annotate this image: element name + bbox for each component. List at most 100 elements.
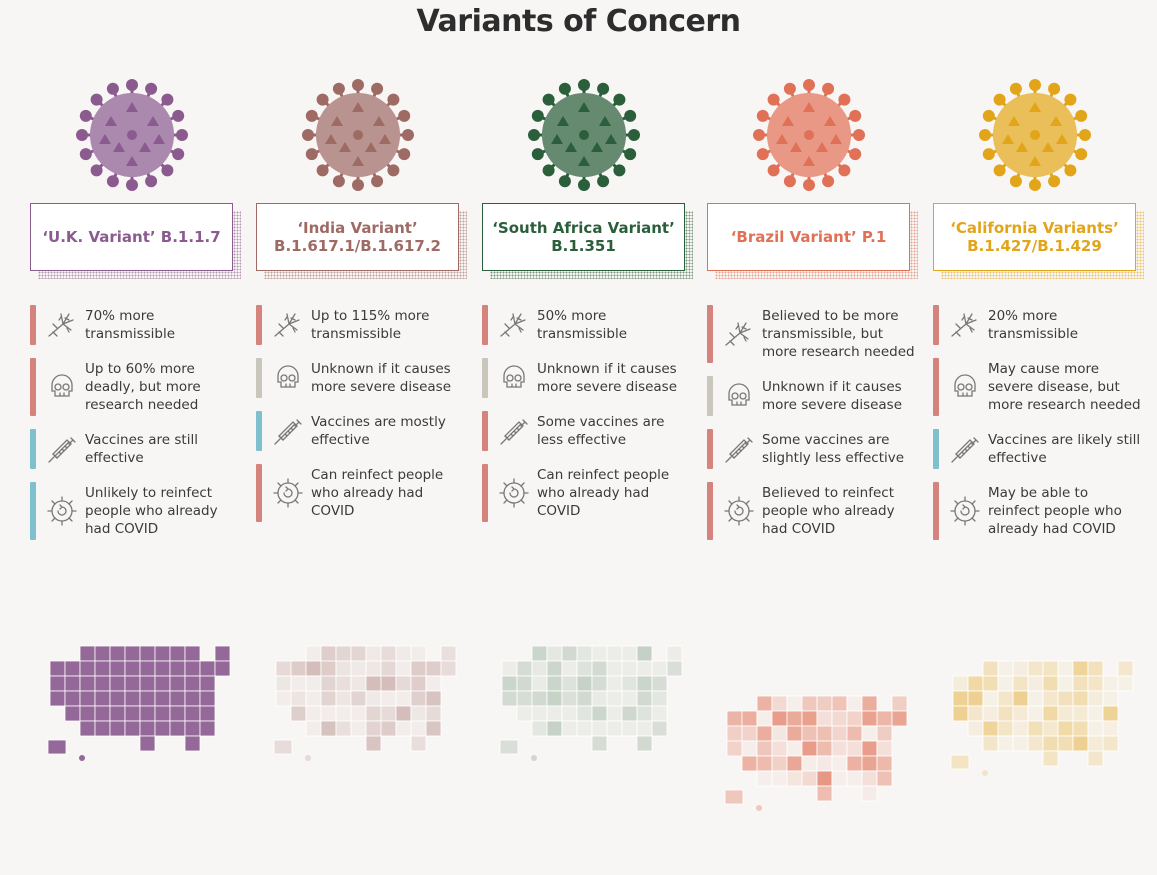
fact-item: 50% more transmissible bbox=[482, 305, 692, 345]
syringe-icon bbox=[946, 430, 984, 468]
fact-text: Up to 115% more transmissible bbox=[311, 308, 430, 342]
fact-item: Vaccines are likely still effective bbox=[933, 429, 1143, 469]
fact-item: Up to 60% more deadly, but more research… bbox=[30, 358, 240, 416]
fact-text: Unknown if it causes more severe disease bbox=[762, 379, 903, 413]
status-bar bbox=[707, 376, 713, 416]
skull-icon bbox=[946, 368, 984, 406]
variant-column: ‘California Variants’ B.1.427/B.1.429 20%… bbox=[933, 0, 1144, 875]
fact-list: Up to 115% more transmissible Unknown if … bbox=[256, 305, 466, 535]
syringe-icon bbox=[43, 430, 81, 468]
fact-item: Can reinfect people who already had COVI… bbox=[256, 464, 466, 522]
status-bar bbox=[707, 305, 713, 363]
syringe-icon bbox=[495, 412, 533, 450]
fact-item: Unlikely to reinfect people who already … bbox=[30, 482, 240, 540]
skull-icon bbox=[720, 377, 758, 415]
status-bar bbox=[256, 305, 262, 345]
variant-name: ‘Brazil Variant’ P.1 bbox=[707, 203, 910, 271]
fact-item: Vaccines are still effective bbox=[30, 429, 240, 469]
status-bar bbox=[933, 482, 939, 540]
transmission-icon bbox=[495, 306, 533, 344]
fact-text: Vaccines are still effective bbox=[85, 432, 198, 466]
syringe-icon bbox=[269, 412, 307, 450]
transmission-icon bbox=[43, 306, 81, 344]
fact-text: Can reinfect people who already had COVI… bbox=[537, 467, 670, 519]
syringe-icon bbox=[720, 430, 758, 468]
status-bar bbox=[30, 482, 36, 540]
fact-item: Unknown if it causes more severe disease bbox=[256, 358, 466, 398]
status-bar bbox=[482, 464, 488, 522]
status-bar bbox=[30, 429, 36, 469]
fact-list: Believed to be more transmissible, but m… bbox=[707, 305, 917, 553]
fact-text: Vaccines are likely still effective bbox=[988, 432, 1141, 466]
variant-column: ‘India Variant’ B.1.617.1/B.1.617.2 Up to… bbox=[256, 0, 467, 875]
variant-column: ‘U.K. Variant’ B.1.1.7 70% more transmiss… bbox=[30, 0, 241, 875]
fact-item: Vaccines are mostly effective bbox=[256, 411, 466, 451]
fact-text: 50% more transmissible bbox=[537, 308, 628, 342]
variant-name: ‘California Variants’ B.1.427/B.1.429 bbox=[933, 203, 1136, 271]
fact-item: Believed to be more transmissible, but m… bbox=[707, 305, 917, 363]
us-map bbox=[945, 655, 1141, 785]
status-bar bbox=[482, 305, 488, 345]
status-bar bbox=[707, 482, 713, 540]
fact-text: 20% more transmissible bbox=[988, 308, 1079, 342]
fact-text: Vaccines are mostly effective bbox=[311, 414, 446, 448]
fact-text: Believed to be more transmissible, but m… bbox=[762, 308, 915, 360]
fact-text: Unknown if it causes more severe disease bbox=[311, 361, 452, 395]
virus-icon bbox=[978, 78, 1092, 192]
fact-text: May be able to reinfect people who alrea… bbox=[988, 485, 1122, 537]
status-bar bbox=[256, 411, 262, 451]
status-bar bbox=[30, 305, 36, 345]
fact-item: Up to 115% more transmissible bbox=[256, 305, 466, 345]
fact-text: 70% more transmissible bbox=[85, 308, 176, 342]
status-bar bbox=[482, 358, 488, 398]
fact-item: Believed to reinfect people who already … bbox=[707, 482, 917, 540]
status-bar bbox=[707, 429, 713, 469]
reinfection-icon bbox=[43, 492, 81, 530]
fact-list: 70% more transmissible Up to 60% more dea… bbox=[30, 305, 240, 553]
skull-icon bbox=[43, 368, 81, 406]
fact-item: Unknown if it causes more severe disease bbox=[482, 358, 692, 398]
fact-item: May be able to reinfect people who alrea… bbox=[933, 482, 1143, 540]
reinfection-icon bbox=[269, 474, 307, 512]
virus-icon bbox=[301, 78, 415, 192]
fact-text: Some vaccines are less effective bbox=[537, 414, 665, 448]
variant-name: ‘India Variant’ B.1.617.1/B.1.617.2 bbox=[256, 203, 459, 271]
fact-item: Some vaccines are slightly less effectiv… bbox=[707, 429, 917, 469]
skull-icon bbox=[495, 359, 533, 397]
us-map bbox=[494, 640, 690, 770]
fact-item: Unknown if it causes more severe disease bbox=[707, 376, 917, 416]
fact-text: Up to 60% more deadly, but more research… bbox=[85, 361, 201, 413]
fact-list: 50% more transmissible Unknown if it caus… bbox=[482, 305, 692, 535]
us-map bbox=[268, 640, 464, 770]
status-bar bbox=[256, 358, 262, 398]
status-bar bbox=[933, 305, 939, 345]
page-title: Variants of Concern bbox=[416, 4, 741, 39]
fact-text: Unknown if it causes more severe disease bbox=[537, 361, 678, 395]
fact-text: Unlikely to reinfect people who already … bbox=[85, 485, 218, 537]
virus-icon bbox=[75, 78, 189, 192]
transmission-icon bbox=[720, 315, 758, 353]
us-map bbox=[42, 640, 238, 770]
fact-list: 20% more transmissible May cause more sev… bbox=[933, 305, 1143, 553]
transmission-icon bbox=[269, 306, 307, 344]
status-bar bbox=[30, 358, 36, 416]
variant-name: ‘U.K. Variant’ B.1.1.7 bbox=[30, 203, 233, 271]
reinfection-icon bbox=[946, 492, 984, 530]
variant-column: ‘Brazil Variant’ P.1 Believed to be more … bbox=[707, 0, 918, 875]
variant-column: ‘South Africa Variant’ B.1.351 50% more t… bbox=[482, 0, 693, 875]
transmission-icon bbox=[946, 306, 984, 344]
fact-item: Some vaccines are less effective bbox=[482, 411, 692, 451]
reinfection-icon bbox=[495, 474, 533, 512]
fact-item: 20% more transmissible bbox=[933, 305, 1143, 345]
status-bar bbox=[256, 464, 262, 522]
skull-icon bbox=[269, 359, 307, 397]
variant-name: ‘South Africa Variant’ B.1.351 bbox=[482, 203, 685, 271]
fact-text: Some vaccines are slightly less effectiv… bbox=[762, 432, 905, 466]
status-bar bbox=[933, 358, 939, 416]
fact-text: Can reinfect people who already had COVI… bbox=[311, 467, 444, 519]
status-bar bbox=[933, 429, 939, 469]
fact-text: Believed to reinfect people who already … bbox=[762, 485, 895, 537]
reinfection-icon bbox=[720, 492, 758, 530]
us-map bbox=[719, 690, 915, 820]
virus-icon bbox=[527, 78, 641, 192]
